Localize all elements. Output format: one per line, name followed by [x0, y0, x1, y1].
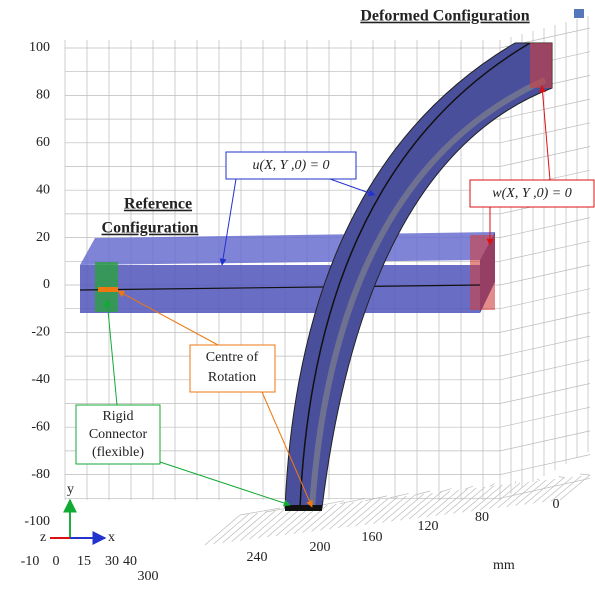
rigid-label: Connector: [89, 427, 148, 442]
grid-line: [205, 515, 240, 545]
grid-line: [489, 483, 520, 509]
grid-line: [329, 501, 362, 529]
vertical-axis-label: 40: [36, 182, 50, 197]
vertical-axis-label: 60: [36, 135, 50, 150]
vertical-axis-label: -80: [31, 467, 50, 482]
u-condition: u(X, Y ,0) = 0: [252, 158, 329, 173]
icon: [574, 9, 584, 18]
grid-line: [500, 312, 590, 332]
w-condition: w(X, Y ,0) = 0: [492, 186, 571, 201]
rigid-label: Rigid: [102, 409, 133, 424]
front-axis-label: -10: [21, 554, 40, 569]
front-axis-label: 30: [105, 554, 119, 569]
reference-label: Reference: [124, 196, 192, 213]
grid-line: [516, 480, 547, 506]
vertical-axis-label: -100: [24, 514, 50, 529]
front-axis-label: 40: [123, 554, 137, 569]
centre-label: Centre of: [206, 350, 259, 365]
grid-line: [465, 486, 473, 489]
depth-axis-label: 0: [553, 497, 560, 512]
title: Deformed Configuration: [360, 8, 529, 25]
axis-triad: y z x: [40, 482, 115, 545]
unit: mm: [493, 558, 515, 573]
vertical-axis-label: -60: [31, 419, 50, 434]
grid-line: [462, 486, 493, 512]
grid-line: [500, 407, 590, 427]
grid-line: [500, 384, 590, 404]
grid-line: [500, 218, 590, 238]
front-axis-label: 15: [77, 554, 91, 569]
grid-line: [498, 482, 529, 508]
front-axis-label: 300: [138, 569, 159, 584]
grid-line: [500, 360, 590, 380]
rigid-label: (flexible): [92, 445, 144, 460]
vertical-axis-label: 80: [36, 88, 50, 103]
grid-line: [320, 502, 353, 530]
reference-beam: [80, 232, 495, 313]
grid-line: [560, 475, 590, 500]
triad-z: z: [40, 530, 46, 545]
grid-line: [276, 507, 310, 536]
vertical-axis-label: 20: [36, 230, 50, 245]
grid-line: [500, 455, 590, 475]
grid-line: [559, 476, 565, 477]
grid-line: [500, 431, 590, 451]
depth-axis-label: 120: [418, 519, 439, 534]
vertical-axis-label: 100: [29, 40, 50, 55]
vertical-axis-label: 0: [43, 277, 50, 292]
grid-line: [241, 511, 276, 541]
grid-line: [267, 508, 301, 537]
depth-axis-label: 200: [310, 540, 331, 555]
grid-line: [515, 481, 516, 483]
grid-line: [500, 241, 590, 261]
triad-x: x: [108, 530, 115, 545]
front-axis-label: 0: [53, 554, 60, 569]
grid-line: [258, 509, 292, 538]
vertical-axis-label: -40: [31, 372, 50, 387]
depth-axis-label: 240: [247, 550, 268, 565]
grid-line: [500, 336, 590, 356]
grid-line: [232, 512, 267, 542]
grid-line: [537, 479, 540, 481]
grid-line: [390, 493, 409, 497]
centre-label: Rotation: [208, 370, 256, 385]
grid-line: [223, 513, 258, 543]
vertical-axis-label: -20: [31, 325, 50, 340]
grid-line: [249, 510, 283, 539]
grid-line: [580, 474, 590, 475]
grid-line: [500, 265, 590, 285]
depth-axis-label: 160: [362, 530, 383, 545]
grid-line: [214, 514, 249, 544]
depth-axis-label: 80: [475, 510, 489, 525]
reference-label: Configuration: [102, 220, 199, 237]
figure: u(X, Y ,0) = 0 w(X, Y ,0) = 0 Centre of …: [0, 0, 595, 585]
grid-line: [500, 147, 590, 167]
grid-line: [500, 289, 590, 309]
triad-y: y: [67, 482, 74, 497]
